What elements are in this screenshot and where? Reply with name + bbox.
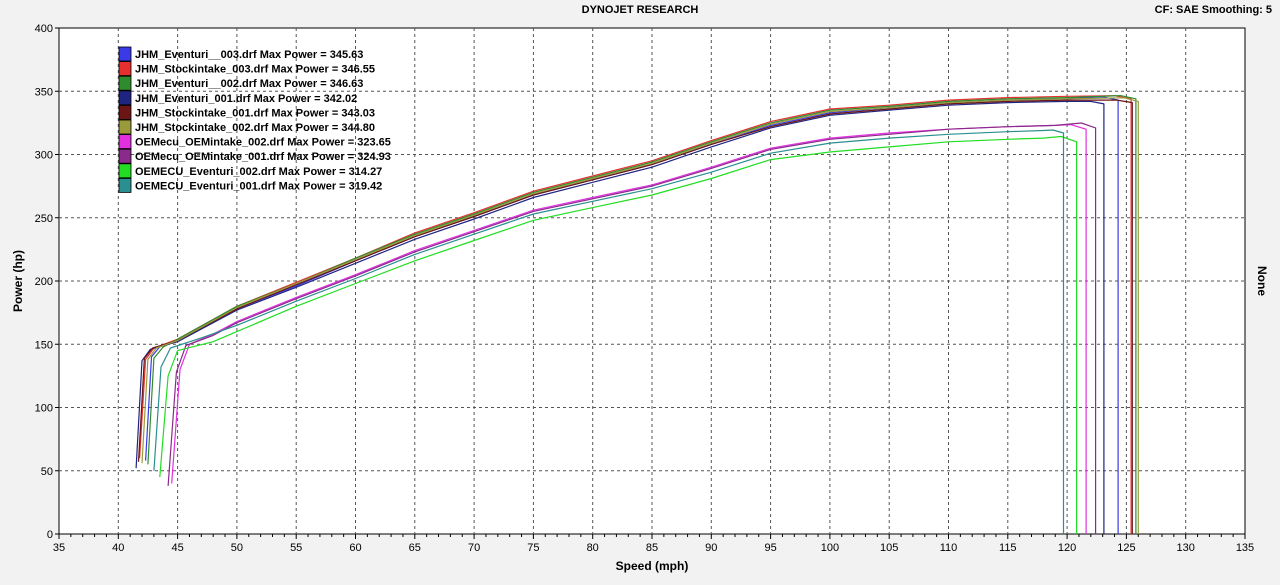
legend-swatch bbox=[118, 163, 132, 179]
x-tick-label: 135 bbox=[1236, 542, 1254, 554]
series-line-4 bbox=[135, 100, 1105, 534]
y-tick-label: 0 bbox=[47, 529, 53, 541]
x-tick-label: 90 bbox=[705, 542, 717, 554]
x-tick-label: 110 bbox=[940, 542, 958, 554]
legend-swatch bbox=[118, 90, 132, 106]
legend-entry: JHM_Stockintake_003.drf Max Power = 346.… bbox=[135, 64, 375, 76]
y-tick-label: 100 bbox=[35, 403, 53, 415]
x-tick-label: 75 bbox=[527, 542, 539, 554]
legend-entry: JHM_Eventuri__003.drf Max Power = 345.63 bbox=[135, 49, 363, 61]
legend-swatch bbox=[118, 134, 132, 150]
right-axis-label: None bbox=[1255, 266, 1269, 296]
legend-entry: JHM_Stockintake_002.drf Max Power = 344.… bbox=[135, 122, 375, 134]
legend-entry: JHM_Eventuri_001.drf Max Power = 342.02 bbox=[135, 93, 357, 105]
series-line-3 bbox=[147, 94, 1137, 534]
x-tick-label: 65 bbox=[409, 542, 421, 554]
x-tick-label: 100 bbox=[821, 542, 839, 554]
legend-swatch bbox=[118, 105, 132, 120]
legend-entry: JHM_Eventuri__002.drf Max Power = 346.63 bbox=[135, 78, 363, 90]
x-tick-label: 95 bbox=[764, 542, 776, 554]
y-tick-label: 50 bbox=[41, 466, 53, 478]
x-tick-label: 40 bbox=[112, 542, 124, 554]
x-tick-label: 105 bbox=[880, 542, 898, 554]
x-tick-label: 35 bbox=[53, 542, 65, 554]
legend-entry: JHM_Stockintake_001.drf Max Power = 343.… bbox=[135, 107, 375, 119]
settings-label: CF: SAE Smoothing: 5 bbox=[1154, 4, 1272, 16]
y-axis-label: Power (hp) bbox=[11, 250, 25, 312]
x-tick-label: 50 bbox=[231, 542, 243, 554]
legend-swatch bbox=[118, 46, 132, 62]
y-tick-label: 400 bbox=[35, 23, 53, 35]
x-axis-label: Speed (mph) bbox=[616, 559, 689, 573]
x-tick-label: 120 bbox=[1058, 542, 1076, 554]
legend-entry: OEMecu_OEMintake_001.drf Max Power = 324… bbox=[135, 151, 391, 163]
legend-swatch bbox=[118, 75, 132, 91]
legend-entry: OEMECU_Eventuri_001.drf Max Power = 319.… bbox=[135, 180, 382, 192]
legend-swatch bbox=[118, 61, 132, 76]
x-tick-label: 115 bbox=[999, 542, 1017, 554]
x-tick-label: 45 bbox=[171, 542, 183, 554]
y-tick-label: 200 bbox=[35, 276, 53, 288]
legend-swatch bbox=[118, 148, 132, 164]
x-tick-label: 125 bbox=[1117, 542, 1135, 554]
x-tick-label: 85 bbox=[646, 542, 658, 554]
legend-swatch bbox=[118, 119, 132, 135]
y-tick-label: 300 bbox=[35, 150, 53, 162]
x-tick-label: 55 bbox=[290, 542, 302, 554]
legend-entry: OEMECU_Eventuri_002.drf Max Power = 314.… bbox=[135, 166, 382, 178]
x-tick-label: 80 bbox=[587, 542, 599, 554]
legend-swatch bbox=[118, 177, 132, 193]
series-line-10 bbox=[153, 129, 1065, 534]
x-tick-label: 60 bbox=[349, 542, 361, 554]
y-tick-label: 250 bbox=[35, 213, 53, 225]
y-tick-label: 350 bbox=[35, 86, 53, 98]
series-line-6 bbox=[141, 97, 1139, 534]
series-line-9 bbox=[159, 135, 1078, 534]
x-tick-label: 70 bbox=[468, 542, 480, 554]
chart-title: DYNOJET RESEARCH bbox=[581, 4, 699, 16]
y-tick-label: 150 bbox=[35, 339, 53, 351]
x-tick-label: 130 bbox=[1177, 542, 1195, 554]
legend-entry: OEMecu_OEMintake_002.drf Max Power = 323… bbox=[135, 137, 391, 149]
